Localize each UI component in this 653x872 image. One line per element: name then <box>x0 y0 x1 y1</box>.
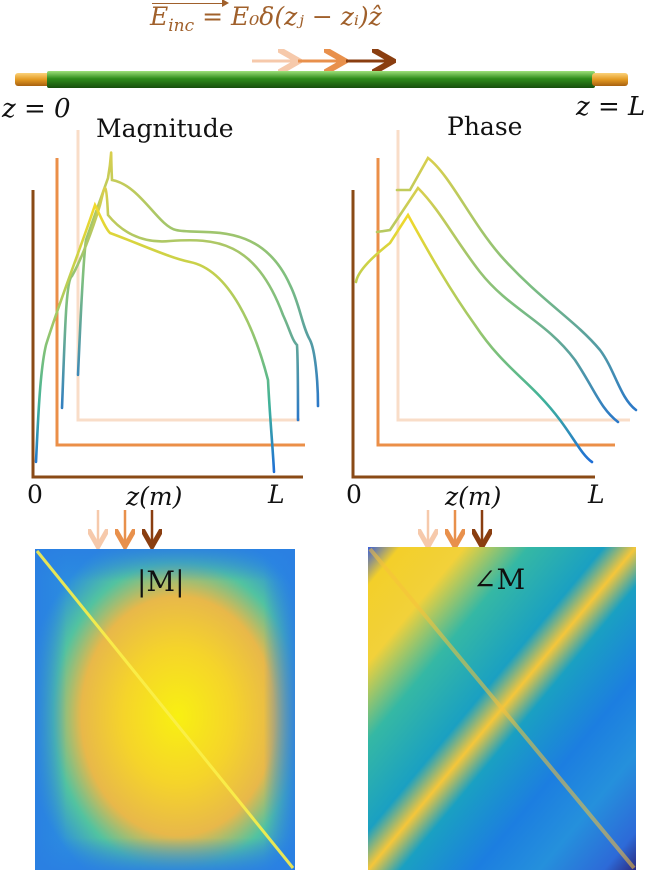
mag-curve-3 <box>76 151 320 408</box>
magnitude-source-arrows <box>98 510 152 544</box>
mag-axis-1 <box>31 190 303 479</box>
phase-curve-3 <box>395 156 638 412</box>
magnitude-matrix-label: |M| <box>137 565 185 598</box>
wire-start-label: z = 0 <box>2 94 71 124</box>
incident-field-equation: Einc = E₀δ(zⱼ − zᵢ)ẑ <box>150 0 480 36</box>
phase-matrix-label: ∠M <box>473 563 526 596</box>
mag-axis-3 <box>76 130 300 422</box>
magnitude-curves <box>34 151 320 474</box>
phase-x-end: L <box>588 480 605 509</box>
magnitude-x-label: z(m) <box>126 482 183 511</box>
phase-axis-2 <box>376 158 615 447</box>
phase-title: Phase <box>447 112 523 141</box>
phase-axes <box>351 130 630 479</box>
wire <box>15 71 628 88</box>
incident-field-symbol: Einc <box>150 0 229 36</box>
phase-source-arrows <box>428 510 482 544</box>
phase-curves <box>354 156 638 464</box>
wire-right-tip <box>592 73 628 86</box>
phase-x-start: 0 <box>346 480 362 509</box>
wire-end-label: z = L <box>576 92 646 122</box>
phase-diagonal <box>368 547 636 870</box>
phase-matrix <box>368 547 636 870</box>
wire-body <box>47 71 595 88</box>
magnitude-title: Magnitude <box>96 114 234 143</box>
magnitude-axes <box>31 130 305 479</box>
magnitude-matrix <box>35 549 295 870</box>
mag-axis-2 <box>55 158 305 447</box>
phase-axis-1 <box>351 190 595 479</box>
phase-curve-1 <box>354 212 594 464</box>
mag-curve-1 <box>34 201 276 474</box>
phase-x-label: z(m) <box>445 482 502 511</box>
phase-curve-2 <box>375 185 620 424</box>
magnitude-x-end: L <box>268 480 285 509</box>
phase-axis-3 <box>396 130 630 422</box>
mag-diagonal <box>35 550 295 869</box>
mag-curve-2 <box>60 186 300 422</box>
wire-left-tip <box>15 73 51 86</box>
equation-rhs: = E₀δ(zⱼ − zᵢ)ẑ <box>202 2 382 31</box>
magnitude-x-start: 0 <box>27 480 43 509</box>
